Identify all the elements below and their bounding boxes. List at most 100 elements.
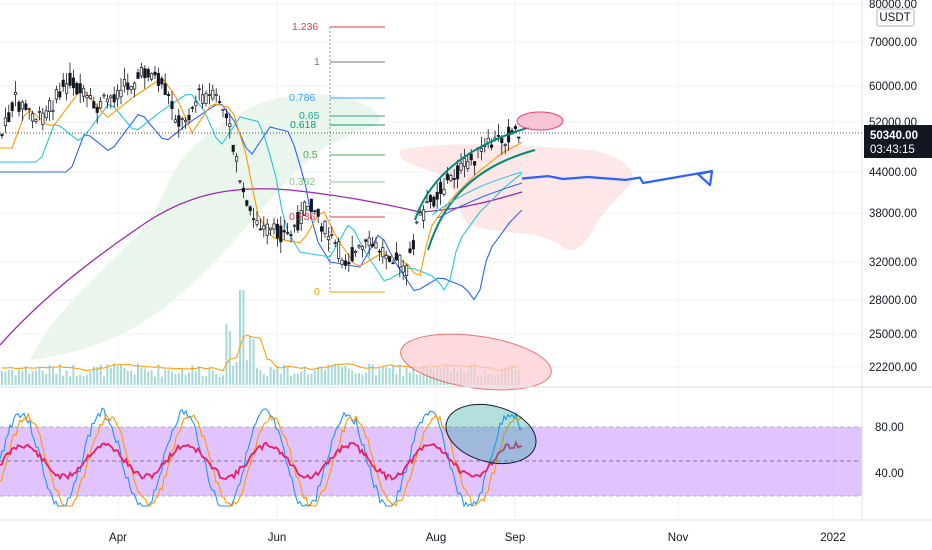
oscillator-ellipse <box>445 403 537 465</box>
candle-body <box>296 212 300 231</box>
candle-body <box>408 248 412 253</box>
candle-body <box>109 95 113 99</box>
candle-body <box>41 112 45 125</box>
candle-body <box>163 83 167 95</box>
stoch-d-line <box>0 412 523 507</box>
candle-body <box>469 153 473 161</box>
candle-body <box>228 123 232 128</box>
volume-bar <box>252 338 255 385</box>
volume-bar <box>273 369 275 385</box>
candle-body <box>347 261 351 265</box>
volume-bar <box>79 374 82 385</box>
candle-body <box>221 108 225 111</box>
volume-bar <box>18 369 20 385</box>
candle-body <box>316 208 320 217</box>
time-tick-label: Sep <box>505 532 525 544</box>
price-axis[interactable]: 80000.0070000.0060000.0052000.0044000.00… <box>869 0 917 374</box>
volume-bar <box>120 365 122 385</box>
volume-bar <box>140 367 143 385</box>
candle-body <box>445 173 449 181</box>
fib-retracement[interactable]: 1.236 1 0.786 0.650.618 0.5 0.382 0.236 0 <box>289 21 385 298</box>
candle-body <box>473 161 477 166</box>
volume-bar <box>72 364 75 385</box>
candle-body <box>248 206 252 211</box>
volume-bar <box>344 365 347 385</box>
volume-bar <box>290 375 292 385</box>
candle-body <box>391 262 395 265</box>
volume-bar <box>249 335 252 385</box>
price-tick-label: 22200.00 <box>869 362 917 374</box>
volume-bar <box>11 370 14 385</box>
volume-bar <box>232 365 235 385</box>
volume-bar <box>239 290 241 385</box>
candle-body <box>442 188 446 195</box>
unit-label[interactable]: USDT <box>876 8 915 27</box>
candle-body <box>462 158 466 167</box>
time-tick-label: Aug <box>426 532 446 544</box>
volume-bar <box>320 367 323 385</box>
unit-label-text: USDT <box>879 12 910 24</box>
volume-bar <box>55 373 58 385</box>
candle-body <box>303 201 307 216</box>
candle-body <box>415 221 419 224</box>
ema-slow-line <box>0 104 523 301</box>
candle-body <box>258 228 262 231</box>
candle-body <box>153 71 157 76</box>
candle-body <box>85 95 89 99</box>
volume-bar <box>92 366 95 385</box>
candle-body <box>68 72 72 86</box>
candle-body <box>405 264 409 276</box>
volume-bar <box>313 370 316 385</box>
candle-body <box>197 88 201 91</box>
volume-bar <box>351 370 354 385</box>
candle-body <box>411 240 415 250</box>
volume-bar <box>181 368 184 385</box>
candle-body <box>102 94 106 97</box>
volume-bar <box>286 365 289 385</box>
candle-body <box>479 147 483 152</box>
volume-bar <box>137 363 139 385</box>
candle-body <box>136 72 140 79</box>
time-axis[interactable]: Apr Jun Aug Sep Nov 2022 <box>109 532 846 544</box>
time-tick-label: 2022 <box>820 532 846 544</box>
candle-body <box>381 247 385 258</box>
fib-level-label: 0.236 <box>289 211 315 223</box>
volume-bar <box>279 373 282 385</box>
volume-bar <box>402 375 405 385</box>
candle-body <box>78 83 82 94</box>
time-tick-label: Apr <box>109 532 127 544</box>
volume-bar <box>171 371 173 385</box>
candle-body <box>466 161 470 169</box>
candle-body <box>184 119 188 123</box>
candle-body <box>354 251 358 253</box>
time-tick-label: Jun <box>268 532 287 544</box>
candle-body <box>10 102 14 111</box>
volume-bar <box>82 376 85 385</box>
volume-bar <box>106 364 109 385</box>
candle-body <box>156 72 160 86</box>
volume-bar <box>143 368 146 385</box>
candle-body <box>490 144 494 148</box>
stoch-k-line <box>0 407 523 508</box>
volume-bar <box>245 360 248 385</box>
candle-body <box>37 111 41 113</box>
volume-bar <box>412 366 415 385</box>
candle-body <box>170 101 174 109</box>
candle-body <box>364 239 368 242</box>
volume-bar <box>167 370 170 385</box>
volume-bar <box>99 364 102 385</box>
volume-bar <box>303 366 306 385</box>
volume-bar <box>225 324 228 385</box>
price-tick-label: 70000.00 <box>869 37 917 49</box>
volume-bar <box>28 373 31 385</box>
candle-body <box>34 119 38 122</box>
volume-ellipse <box>400 333 552 391</box>
volume-bar <box>160 376 163 385</box>
volume-bar <box>38 367 41 385</box>
volume-bar <box>419 373 422 385</box>
oscillator-axis[interactable]: 80.00 40.00 <box>875 422 904 480</box>
volume-bar <box>385 366 388 385</box>
candle-body <box>343 260 347 266</box>
upper-arc <box>414 126 531 221</box>
